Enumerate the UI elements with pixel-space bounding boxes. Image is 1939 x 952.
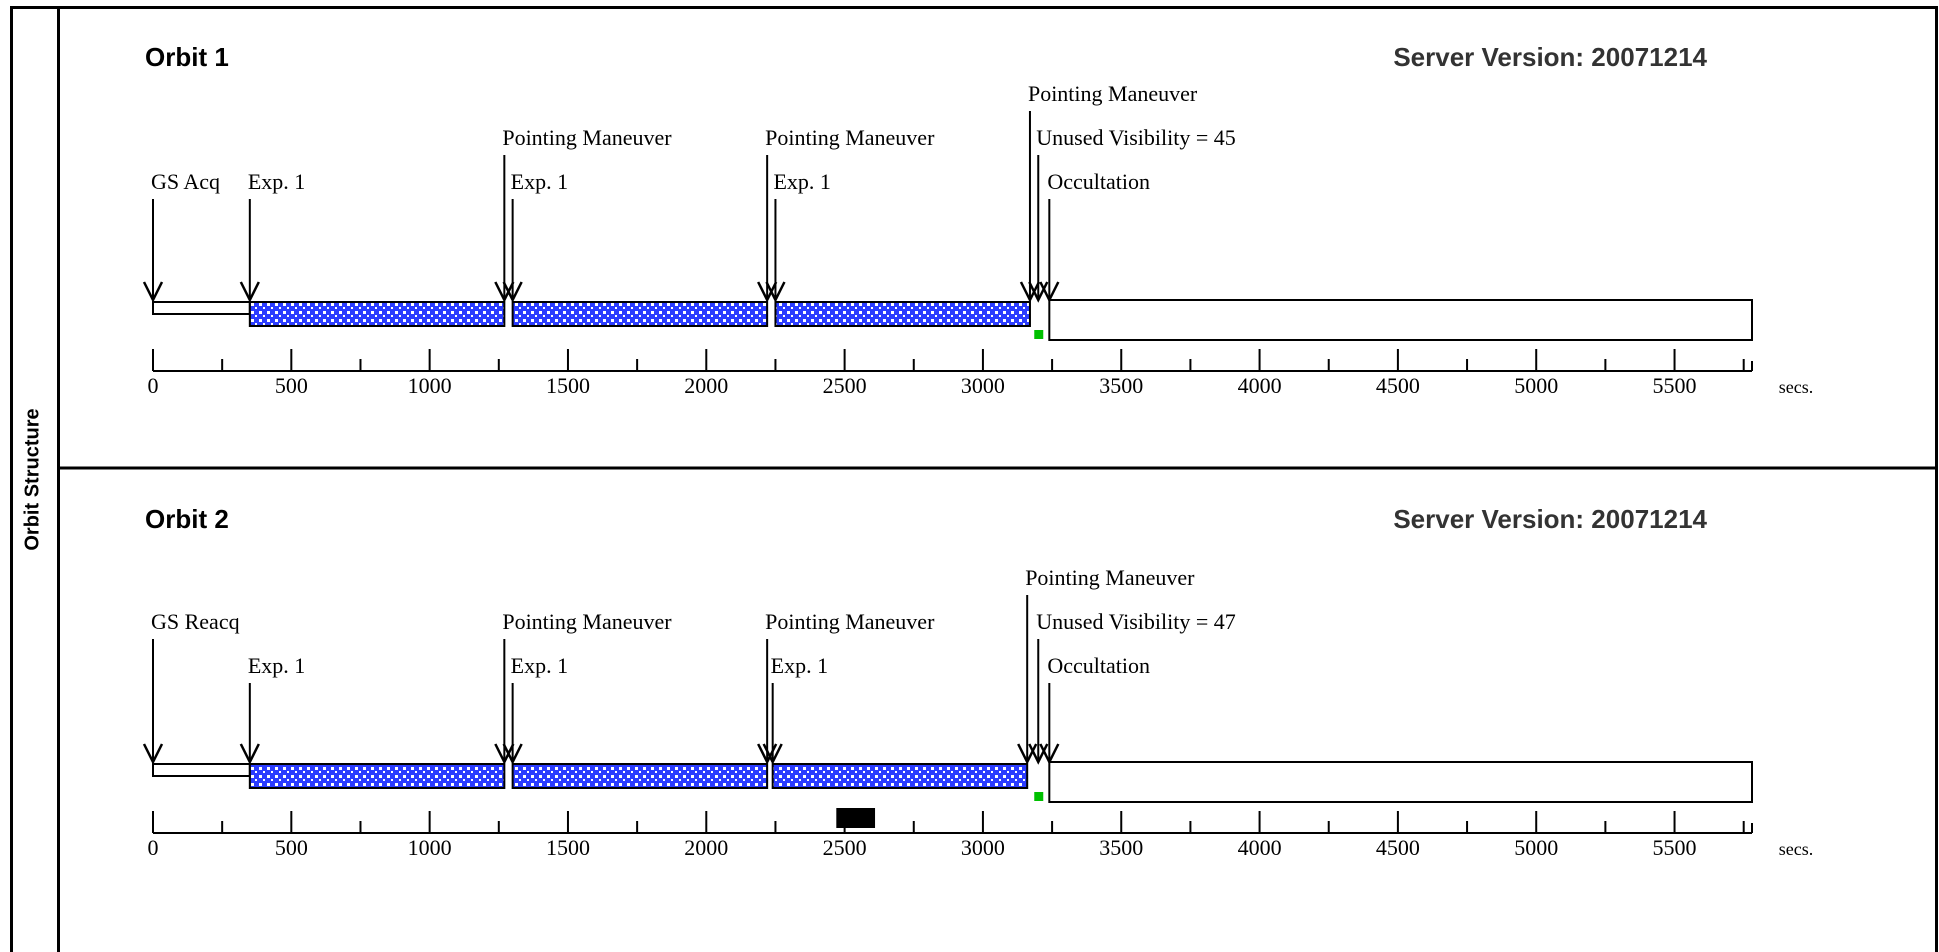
axis-unit-label: secs. <box>1779 839 1814 859</box>
axis-unit-label: secs. <box>1779 377 1814 397</box>
orbit-title: Orbit 1 <box>145 42 229 72</box>
axis-tick-label: 2000 <box>684 835 728 860</box>
axis-tick-label: 3000 <box>961 373 1005 398</box>
axis-tick-label: 1000 <box>408 835 452 860</box>
axis-tick-label: 3500 <box>1099 835 1143 860</box>
axis-tick-label: 4000 <box>1238 835 1282 860</box>
event-label: GS Acq <box>151 169 220 194</box>
outer-border <box>12 8 1937 952</box>
event-label: Exp. 1 <box>248 169 305 194</box>
exposure-segment <box>513 302 768 326</box>
axis-tick-label: 1000 <box>408 373 452 398</box>
event-label: Unused Visibility = 45 <box>1036 125 1236 150</box>
exposure-segment <box>250 302 505 326</box>
event-label: Pointing Maneuver <box>502 125 672 150</box>
event-label: Pointing Maneuver <box>1025 565 1195 590</box>
orbit-panel-2: Orbit 2 Server Version: 20071214 GS Reacq E… <box>144 504 1813 860</box>
axis-tick-label: 5500 <box>1653 373 1697 398</box>
axis-tick-label: 4000 <box>1238 373 1282 398</box>
axis-tick-label: 0 <box>148 835 159 860</box>
axis-tick-label: 1500 <box>546 835 590 860</box>
exposure-segment <box>513 764 768 788</box>
axis-tick-label: 4500 <box>1376 835 1420 860</box>
event-label: Occultation <box>1047 653 1150 678</box>
axis-tick-label: 500 <box>275 373 308 398</box>
event-label: Pointing Maneuver <box>765 125 935 150</box>
event-label: Pointing Maneuver <box>765 609 935 634</box>
server-version-label: Server Version: 20071214 <box>1393 42 1707 72</box>
event-label: Occultation <box>1047 169 1150 194</box>
exposure-segment <box>775 302 1030 326</box>
event-label: Exp. 1 <box>248 653 305 678</box>
axis-tick-label: 5500 <box>1653 835 1697 860</box>
event-label: Pointing Maneuver <box>1028 81 1198 106</box>
event-label: Exp. 1 <box>773 169 830 194</box>
axis-tick-label: 5000 <box>1514 835 1558 860</box>
axis-tick-label: 1500 <box>546 373 590 398</box>
server-version-label: Server Version: 20071214 <box>1393 504 1707 534</box>
orbit-title: Orbit 2 <box>145 504 229 534</box>
axis-tick-label: 4500 <box>1376 373 1420 398</box>
axis-tick-label: 500 <box>275 835 308 860</box>
event-label: GS Reacq <box>151 609 240 634</box>
unused-visibility-marker <box>1034 330 1043 339</box>
exposure-segment <box>773 764 1028 788</box>
occultation-segment <box>1049 300 1752 340</box>
orbit-diagram: Orbit 1 Server Version: 20071214 GS Acq Exp… <box>10 6 1938 952</box>
axis-tick-label: 3500 <box>1099 373 1143 398</box>
event-label: Exp. 1 <box>771 653 828 678</box>
event-label: Exp. 1 <box>511 653 568 678</box>
event-label: Unused Visibility = 47 <box>1036 609 1236 634</box>
event-label: Exp. 1 <box>511 169 568 194</box>
axis-tick-label: 5000 <box>1514 373 1558 398</box>
axis-tick-label: 2500 <box>823 373 867 398</box>
orbit-panel-1: Orbit 1 Server Version: 20071214 GS Acq Exp… <box>144 42 1813 398</box>
data-block <box>836 808 875 828</box>
axis-tick-label: 2000 <box>684 373 728 398</box>
unused-visibility-marker <box>1034 792 1043 801</box>
guide-star-segment <box>153 764 250 776</box>
event-label: Pointing Maneuver <box>502 609 672 634</box>
exposure-segment <box>250 764 505 788</box>
axis-tick-label: 0 <box>148 373 159 398</box>
axis-tick-label: 3000 <box>961 835 1005 860</box>
guide-star-segment <box>153 302 250 314</box>
occultation-segment <box>1049 762 1752 802</box>
axis-tick-label: 2500 <box>823 835 867 860</box>
